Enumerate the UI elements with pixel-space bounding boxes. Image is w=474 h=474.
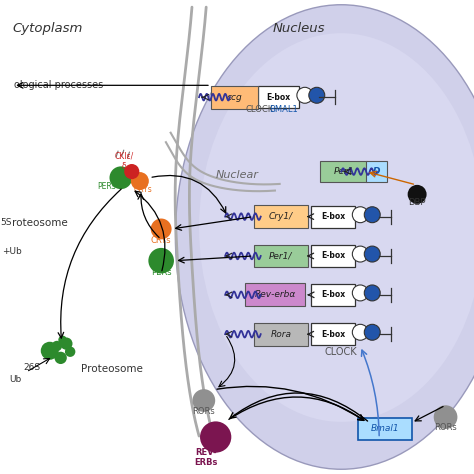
Text: CKIε/
δ: CKIε/ δ — [115, 152, 134, 171]
Text: REV-
ERBs: REV- ERBs — [194, 448, 218, 467]
Circle shape — [309, 87, 325, 103]
Text: Per1/: Per1/ — [269, 252, 292, 260]
Text: ological processes: ological processes — [14, 80, 103, 91]
Text: CRYs: CRYs — [134, 185, 153, 194]
Circle shape — [124, 164, 139, 179]
Text: PERs: PERs — [97, 182, 116, 191]
Circle shape — [365, 285, 380, 301]
FancyBboxPatch shape — [254, 323, 308, 346]
FancyBboxPatch shape — [245, 283, 305, 306]
Text: PERs: PERs — [151, 268, 172, 277]
Circle shape — [297, 87, 313, 103]
Circle shape — [352, 285, 368, 301]
Text: BMAL1: BMAL1 — [269, 106, 298, 114]
Circle shape — [109, 166, 132, 189]
Text: CLOCK: CLOCK — [246, 106, 274, 114]
Text: Cytoplasm: Cytoplasm — [12, 22, 82, 35]
Text: CRYs: CRYs — [151, 236, 172, 245]
FancyBboxPatch shape — [254, 205, 308, 228]
Circle shape — [365, 246, 380, 262]
Text: Nuclear: Nuclear — [216, 170, 258, 181]
Ellipse shape — [175, 5, 474, 469]
Circle shape — [151, 219, 172, 239]
Text: Ub: Ub — [9, 375, 22, 383]
Circle shape — [200, 421, 231, 453]
Text: Nucleus: Nucleus — [273, 22, 325, 35]
Circle shape — [434, 405, 457, 429]
FancyBboxPatch shape — [358, 418, 412, 440]
Circle shape — [365, 207, 380, 223]
Text: Cry1/: Cry1/ — [269, 212, 293, 221]
Text: E-box: E-box — [267, 93, 291, 101]
FancyBboxPatch shape — [311, 284, 355, 306]
Text: 5S: 5S — [0, 219, 11, 227]
Text: +Ub: +Ub — [2, 247, 22, 255]
Circle shape — [352, 246, 368, 262]
Circle shape — [365, 324, 380, 340]
Text: RORs: RORs — [434, 423, 457, 432]
Circle shape — [352, 207, 368, 223]
Circle shape — [408, 185, 427, 204]
Circle shape — [65, 346, 75, 357]
Text: ccg: ccg — [227, 93, 243, 101]
Circle shape — [148, 248, 174, 273]
Circle shape — [60, 337, 73, 350]
Text: Rev-erbα: Rev-erbα — [254, 291, 296, 299]
Circle shape — [352, 324, 368, 340]
FancyBboxPatch shape — [311, 206, 355, 228]
FancyBboxPatch shape — [258, 86, 299, 108]
Circle shape — [192, 389, 215, 412]
Text: E-box: E-box — [321, 212, 345, 221]
Text: Proteosome: Proteosome — [81, 364, 143, 374]
Text: E-box: E-box — [321, 252, 345, 260]
Text: D: D — [373, 167, 380, 176]
Text: Per1: Per1 — [334, 167, 354, 176]
Text: Rora: Rora — [270, 330, 292, 338]
Text: RORs: RORs — [192, 407, 215, 416]
Circle shape — [41, 342, 59, 360]
Text: E-box: E-box — [321, 291, 345, 299]
Text: Bmal1: Bmal1 — [371, 425, 400, 433]
FancyBboxPatch shape — [311, 245, 355, 267]
Circle shape — [55, 352, 67, 364]
FancyBboxPatch shape — [320, 161, 367, 182]
Text: 26S: 26S — [24, 363, 41, 372]
Circle shape — [131, 172, 149, 190]
FancyBboxPatch shape — [254, 245, 308, 267]
FancyBboxPatch shape — [366, 161, 387, 182]
FancyBboxPatch shape — [311, 323, 355, 345]
Text: E-box: E-box — [321, 330, 345, 338]
Circle shape — [58, 336, 67, 344]
Ellipse shape — [199, 33, 474, 422]
Text: roteosome: roteosome — [12, 218, 68, 228]
Circle shape — [52, 341, 62, 351]
FancyBboxPatch shape — [211, 86, 258, 109]
Text: DBP: DBP — [409, 199, 426, 207]
Text: CLOCK: CLOCK — [325, 346, 357, 357]
